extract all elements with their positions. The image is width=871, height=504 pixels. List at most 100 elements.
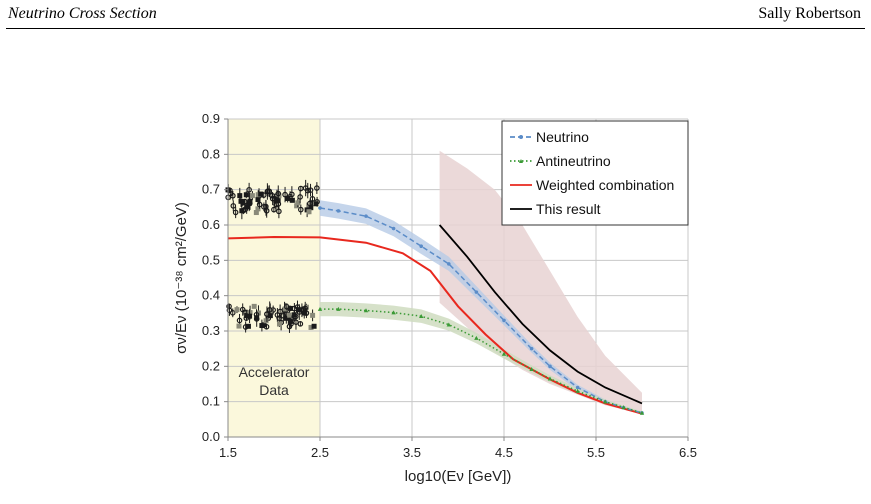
y-tick-label: 0.0 [202, 429, 220, 444]
header-rule [6, 28, 865, 29]
accelerator-data-point [263, 318, 269, 324]
legend-label: Neutrino [536, 129, 589, 145]
accelerator-data-point [275, 198, 281, 204]
accelerator-data-point [276, 315, 282, 321]
y-tick-label: 0.2 [202, 358, 220, 373]
accelerator-data-point [289, 191, 295, 198]
y-tick-label: 0.1 [202, 394, 220, 409]
antineutrino-error-band [320, 302, 642, 415]
antineutrino-point [621, 405, 626, 410]
accelerator-data-point [277, 308, 283, 315]
accelerator-data-point [310, 312, 316, 318]
accelerator-data-point [311, 323, 317, 329]
neutrino-point [447, 262, 451, 266]
neutrino-line [319, 207, 643, 414]
accelerator-data-point [242, 324, 249, 330]
accelerator-data-point [276, 321, 282, 327]
accelerator-data-label: Accelerator [239, 364, 310, 380]
accelerator-data-point [285, 195, 291, 201]
accelerator-data-point [307, 187, 314, 193]
neutrino-point [474, 290, 479, 294]
neutrino-point [391, 226, 396, 231]
accelerator-data-point [295, 200, 301, 206]
neutrino-point [336, 209, 341, 213]
accelerator-data-point [314, 185, 320, 191]
neutrino-point [575, 385, 580, 390]
neutrino-point [502, 318, 506, 323]
accelerator-data-point [239, 306, 246, 313]
antineutrino-point [391, 310, 396, 315]
accelerator-data-point [289, 197, 295, 203]
accelerator-data-point [239, 208, 245, 214]
author-name: Sally Robertson [758, 5, 861, 22]
x-tick-label: 3.5 [403, 445, 421, 460]
running-header: Neutrino Cross Section Sally Robertson [0, 0, 871, 30]
neutrino-point [419, 244, 424, 248]
antineutrino-point [474, 335, 479, 340]
accelerator-data-point [308, 205, 314, 211]
accelerator-data-point [240, 207, 247, 214]
accelerator-data-point [261, 204, 267, 210]
legend-marker [519, 159, 523, 163]
accelerator-data-point [287, 305, 293, 311]
neutrino-point [548, 364, 552, 369]
accelerator-data-point [245, 323, 251, 329]
accelerator-data-point [246, 186, 252, 193]
accelerator-data-point [271, 206, 277, 213]
accelerator-data-point [237, 193, 243, 199]
accelerator-data-point [236, 317, 243, 324]
antineutrino-point [336, 306, 341, 311]
neutrino-point [529, 346, 534, 351]
y-tick-label: 0.3 [202, 323, 220, 338]
accelerator-data-point [297, 194, 303, 200]
accelerator-data-point [306, 209, 312, 215]
x-tick-label: 6.5 [679, 445, 697, 460]
y-tick-label: 0.5 [202, 252, 220, 267]
accelerator-data-point [280, 312, 287, 319]
accelerator-data-point [247, 313, 253, 319]
accelerator-data-point [297, 206, 304, 213]
antineutrino-point [547, 376, 553, 381]
accelerator-data-point [313, 201, 319, 207]
accelerator-neutrino-data [225, 179, 320, 220]
accelerator-data-point [301, 310, 307, 316]
accelerator-data-point [295, 307, 301, 313]
x-tick-label: 5.5 [587, 445, 605, 460]
legend-marker [519, 135, 523, 139]
accelerator-data-point [258, 191, 264, 197]
antineutrino-point [575, 388, 580, 393]
x-tick-label: 2.5 [311, 445, 329, 460]
legend-label: Antineutrino [536, 153, 611, 169]
accelerator-data-point [266, 307, 273, 313]
y-tick-label: 0.8 [202, 146, 220, 161]
accelerator-data-point [244, 204, 250, 210]
accelerator-region [228, 119, 320, 437]
accelerator-data-point [255, 196, 261, 202]
accelerator-data-point [251, 303, 257, 309]
accelerator-data-point [287, 312, 293, 318]
x-tick-label: 4.5 [495, 445, 513, 460]
accelerator-data-point [263, 207, 270, 214]
chart-legend: Neutrino Antineutrino Weighted combination… [501, 120, 689, 226]
antineutrino-point [603, 399, 608, 404]
accelerator-data-point [243, 192, 249, 198]
accelerator-data-point [269, 195, 276, 202]
x-axis-title: log10(Eν [GeV]) [405, 468, 512, 485]
this-result-error-band [439, 150, 642, 415]
neutrino-point [364, 214, 368, 218]
accelerator-data-point [283, 315, 289, 321]
y-tick-label: 0.4 [202, 288, 220, 303]
antineutrino-point [501, 351, 507, 356]
accelerator-data-point [264, 311, 270, 318]
accelerator-data-point [238, 198, 244, 204]
y-tick-label: 0.7 [202, 182, 220, 197]
antineutrino-point [446, 322, 451, 327]
accelerator-data-point [255, 206, 261, 212]
accelerator-data-point [276, 208, 282, 215]
y-tick-label: 0.9 [202, 111, 220, 126]
legend-box [501, 120, 689, 226]
antineutrino-point [419, 313, 424, 318]
neutrino-point [318, 206, 322, 210]
accelerator-data-point [291, 313, 298, 320]
